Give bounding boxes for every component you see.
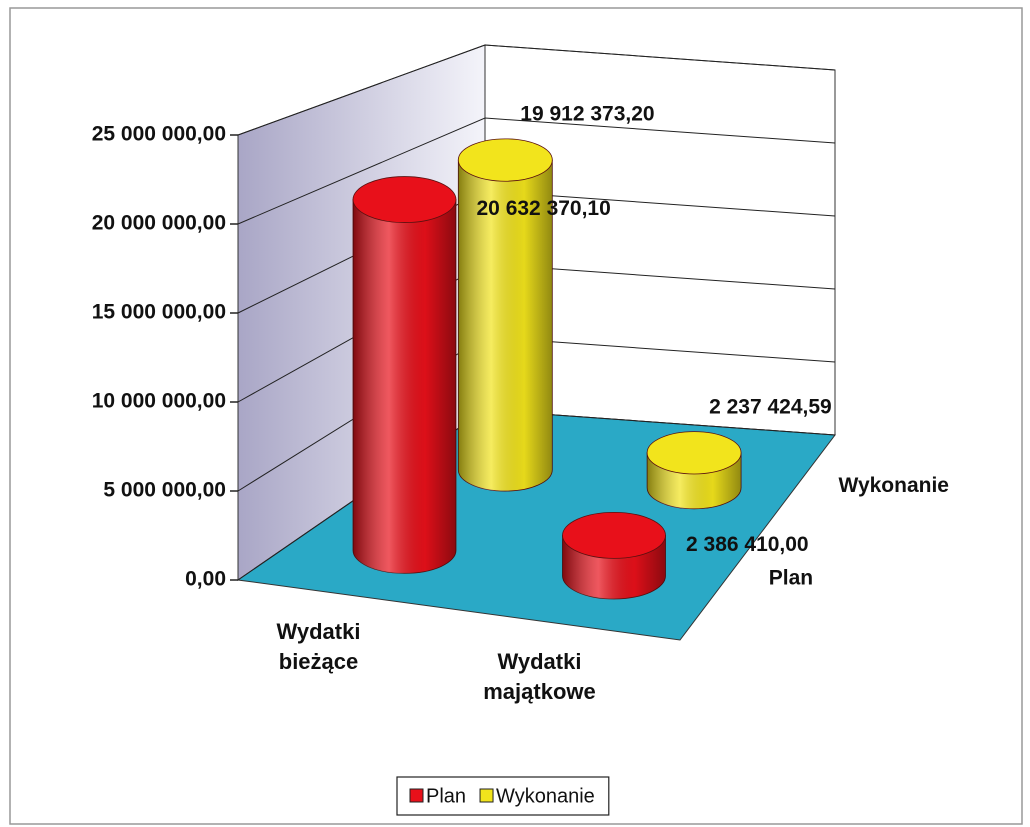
depth-label: Plan bbox=[769, 566, 813, 589]
cylinder bbox=[457, 138, 553, 492]
legend-swatch bbox=[479, 788, 494, 803]
value-label: 2 237 424,59 bbox=[709, 395, 832, 418]
value-label: 2 386 410,00 bbox=[686, 533, 809, 556]
frame bbox=[9, 7, 1023, 825]
category-label: Wydatki majątkowe bbox=[483, 649, 596, 704]
depth-label: Wykonanie bbox=[839, 474, 949, 497]
y-tick-label: 10 000 000,00 bbox=[92, 390, 226, 413]
cylinder-shade bbox=[458, 160, 553, 492]
cylinder bbox=[352, 176, 457, 574]
legend-swatch bbox=[409, 788, 424, 803]
value-label: 19 912 373,20 bbox=[520, 103, 654, 126]
value-label: 20 632 370,10 bbox=[477, 197, 611, 220]
cylinder-shade bbox=[353, 199, 456, 574]
y-tick-label: 5 000 000,00 bbox=[103, 479, 226, 502]
cylinder-top bbox=[352, 176, 457, 223]
cylinder bbox=[646, 431, 742, 510]
legend-label: Wykonanie bbox=[496, 785, 595, 807]
cylinder-top bbox=[562, 511, 666, 559]
x-tick-label: Wydatki majątkowe bbox=[483, 649, 596, 704]
grid-line bbox=[237, 44, 836, 136]
cylinder bbox=[562, 511, 666, 600]
y-tick-label: 15 000 000,00 bbox=[92, 301, 226, 324]
x-tick-label: Wydatki bieżące bbox=[276, 619, 361, 674]
cylinder-top bbox=[457, 138, 553, 182]
category-label: Wydatki bieżące bbox=[276, 619, 361, 674]
y-tick-label: 25 000 000,00 bbox=[92, 123, 226, 146]
cylinder-top bbox=[646, 431, 742, 475]
legend-label: Plan bbox=[426, 785, 466, 807]
legend-box bbox=[396, 776, 610, 816]
y-tick-label: 20 000 000,00 bbox=[92, 212, 226, 235]
grid-line bbox=[237, 117, 836, 225]
y-tick-label: 0,00 bbox=[185, 568, 226, 591]
